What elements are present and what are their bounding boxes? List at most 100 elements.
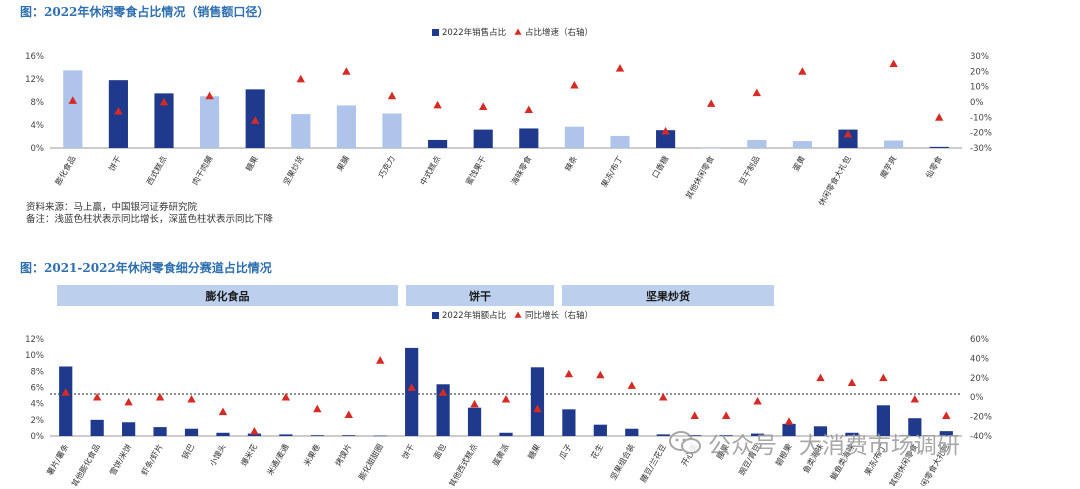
y-left-tick: 16%	[25, 52, 44, 62]
category-label: 其他西式糕点	[447, 442, 480, 486]
y-left-tick: 12%	[25, 75, 44, 85]
y-right-tick: 0%	[970, 98, 984, 108]
y-right-tick: 20%	[970, 374, 989, 384]
category-label: 花生	[588, 442, 605, 461]
growth-marker	[525, 105, 533, 113]
bar	[625, 429, 638, 436]
bar	[562, 409, 575, 436]
growth-marker	[470, 400, 478, 408]
category-label: 瓜子	[558, 443, 574, 461]
category-label: 面包	[431, 442, 448, 461]
growth-marker	[889, 59, 897, 67]
bar	[59, 366, 72, 436]
chart2-title: 图：2021-2022年休闲零食细分赛道占比情况	[20, 259, 272, 276]
chart1: 0% 4% 8% 12% 16% -30% -20% -10% 0% 10% 20% 30% 膨化食品 饼…	[0, 18, 1080, 218]
bar	[428, 140, 447, 148]
bar	[519, 128, 538, 148]
category-label: 小馒头	[207, 442, 228, 468]
legend-marker-swatch	[515, 29, 522, 35]
y-left-tick: 4%	[31, 400, 45, 410]
growth-marker	[596, 371, 604, 379]
category-label: 仙零食	[923, 154, 944, 180]
bar	[374, 436, 387, 437]
growth-marker	[205, 92, 213, 100]
growth-marker	[722, 411, 730, 419]
bar	[468, 408, 481, 436]
bar	[702, 148, 721, 149]
segment-label-puffed: 膨化食品	[57, 285, 398, 306]
y-left-tick: 2%	[31, 416, 45, 426]
watermark-text: 公众号 · 大消费市场调研	[708, 426, 960, 460]
category-label: 辣条	[562, 154, 579, 173]
growth-marker	[911, 395, 919, 403]
category-label: 豆干制品	[737, 154, 762, 187]
category-label: 膨化甜甜圈	[356, 442, 385, 482]
y-right-tick: -30%	[970, 144, 992, 154]
category-label: 虾条/虾片	[139, 442, 165, 477]
bar	[311, 435, 324, 436]
category-label: 其他膨化食品	[69, 442, 102, 486]
growth-marker	[345, 410, 353, 418]
category-label: 米通/麦通	[265, 442, 291, 477]
growth-marker	[388, 92, 396, 100]
y-left-tick: 8%	[31, 98, 45, 108]
bar	[747, 140, 766, 148]
category-label: 糖果	[526, 442, 543, 461]
remark-note: 备注：浅蓝色柱状表示同比增长，深蓝色柱状表示同比下降	[26, 211, 273, 225]
y-right-tick: 0%	[970, 393, 984, 403]
y-right-tick: -20%	[970, 129, 992, 139]
bar	[531, 367, 544, 436]
growth-marker	[707, 99, 715, 107]
growth-marker	[250, 427, 258, 435]
legend-bar-label: 2022年销售占比	[442, 27, 506, 38]
bar	[884, 141, 903, 148]
category-label: 腰豆/兰花豆	[638, 442, 668, 484]
category-label: 爆米花	[238, 442, 259, 468]
bar	[499, 433, 512, 436]
category-label: 饼干	[400, 442, 417, 461]
watermark: 公众号 · 大消费市场调研	[668, 426, 960, 460]
growth-marker	[753, 397, 761, 405]
growth-marker	[502, 395, 510, 403]
category-label: 薯片/薯条	[44, 442, 70, 477]
bar	[610, 136, 629, 148]
category-label: 坚果炒货	[281, 154, 306, 187]
category-label: 雪饼/米饼	[107, 442, 133, 477]
y-right-tick: -20%	[970, 413, 992, 423]
legend-marker-label: 同比增长（右轴）	[525, 310, 593, 321]
bar	[63, 70, 82, 148]
bar	[342, 435, 355, 436]
growth-marker	[376, 356, 384, 364]
category-label: 果脯	[334, 154, 351, 173]
growth-marker	[616, 64, 624, 72]
category-label: 锅巴	[180, 442, 197, 461]
category-label: 糖果	[243, 154, 260, 173]
y-left-tick: 12%	[25, 335, 44, 345]
bar	[337, 105, 356, 148]
category-label: 休闲零食大礼包	[816, 154, 853, 207]
y-right-tick: 60%	[970, 335, 989, 345]
growth-marker	[942, 411, 950, 419]
bar	[279, 434, 292, 436]
category-label: 其他休闲零食	[683, 154, 716, 201]
bar	[405, 348, 418, 436]
bar	[594, 425, 607, 436]
y-left-tick: 0%	[31, 144, 45, 154]
growth-marker	[297, 75, 305, 83]
legend-marker-label: 占比增速（右轴）	[525, 27, 593, 38]
y-left-tick: 4%	[31, 121, 45, 131]
bar	[474, 130, 493, 148]
category-label: 海味零食	[509, 154, 534, 187]
bar	[185, 429, 198, 436]
bar	[793, 141, 812, 148]
legend-bar-swatch	[432, 29, 439, 36]
growth-marker	[187, 395, 195, 403]
growth-marker	[342, 67, 350, 75]
y-left-tick: 6%	[31, 384, 45, 394]
legend-bar-label: 2022年销额占比	[442, 310, 506, 321]
bar	[565, 127, 584, 148]
growth-marker	[753, 89, 761, 97]
bar	[122, 422, 135, 436]
category-label: 魔芋爽	[878, 154, 899, 180]
growth-marker	[798, 67, 806, 75]
